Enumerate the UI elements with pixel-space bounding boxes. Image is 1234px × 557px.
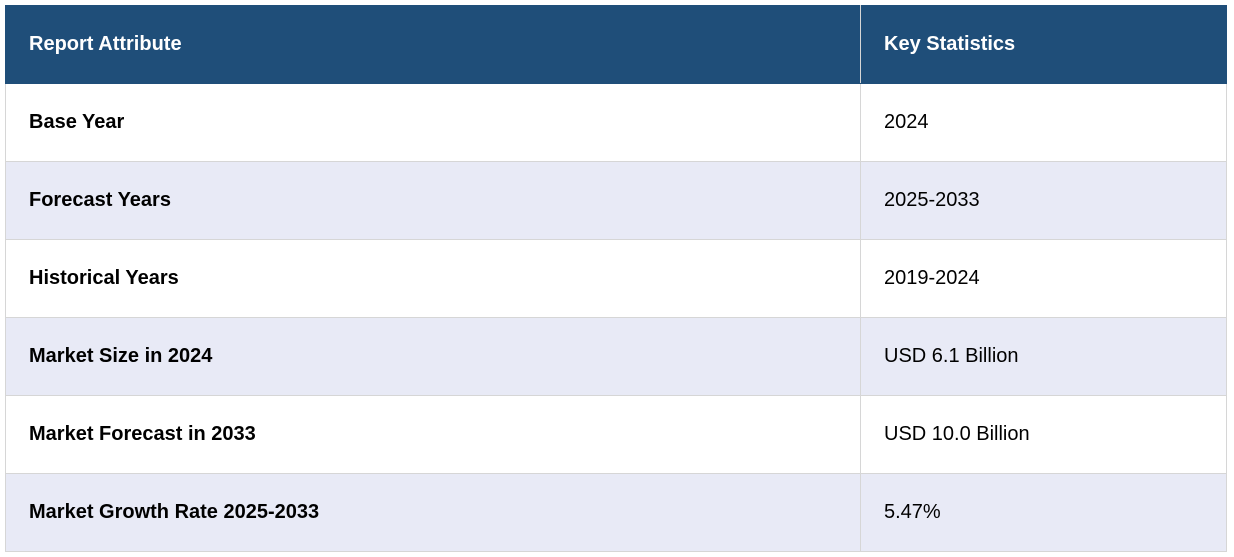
table: Report Attribute Key Statistics Base Yea… [5,5,1227,552]
table-row: Market Forecast in 2033 USD 10.0 Billion [5,395,1227,474]
table-row: Market Growth Rate 2025-2033 5.47% [5,473,1227,552]
value-cell: 5.47% [860,473,1227,552]
table-body: Base Year 2024 Forecast Years 2025-2033 Hist… [5,83,1227,552]
value-cell: 2024 [860,83,1227,162]
attribute-cell: Market Size in 2024 [5,317,861,396]
value-cell: 2025-2033 [860,161,1227,240]
table-row: Forecast Years 2025-2033 [5,161,1227,240]
table-row: Base Year 2024 [5,83,1227,162]
table-row: Market Size in 2024 USD 6.1 Billion [5,317,1227,396]
value-cell: USD 10.0 Billion [860,395,1227,474]
attribute-cell: Market Growth Rate 2025-2033 [5,473,861,552]
header-cell: Key Statistics [860,5,1227,84]
attribute-cell: Base Year [5,83,861,162]
attribute-cell: Forecast Years [5,161,861,240]
value-cell: 2019-2024 [860,239,1227,318]
attribute-cell: Historical Years [5,239,861,318]
attribute-cell: Market Forecast in 2033 [5,395,861,474]
header-row: Report Attribute Key Statistics [5,5,1227,84]
table-row: Historical Years 2019-2024 [5,239,1227,318]
header-cell: Report Attribute [5,5,861,84]
value-cell: USD 6.1 Billion [860,317,1227,396]
